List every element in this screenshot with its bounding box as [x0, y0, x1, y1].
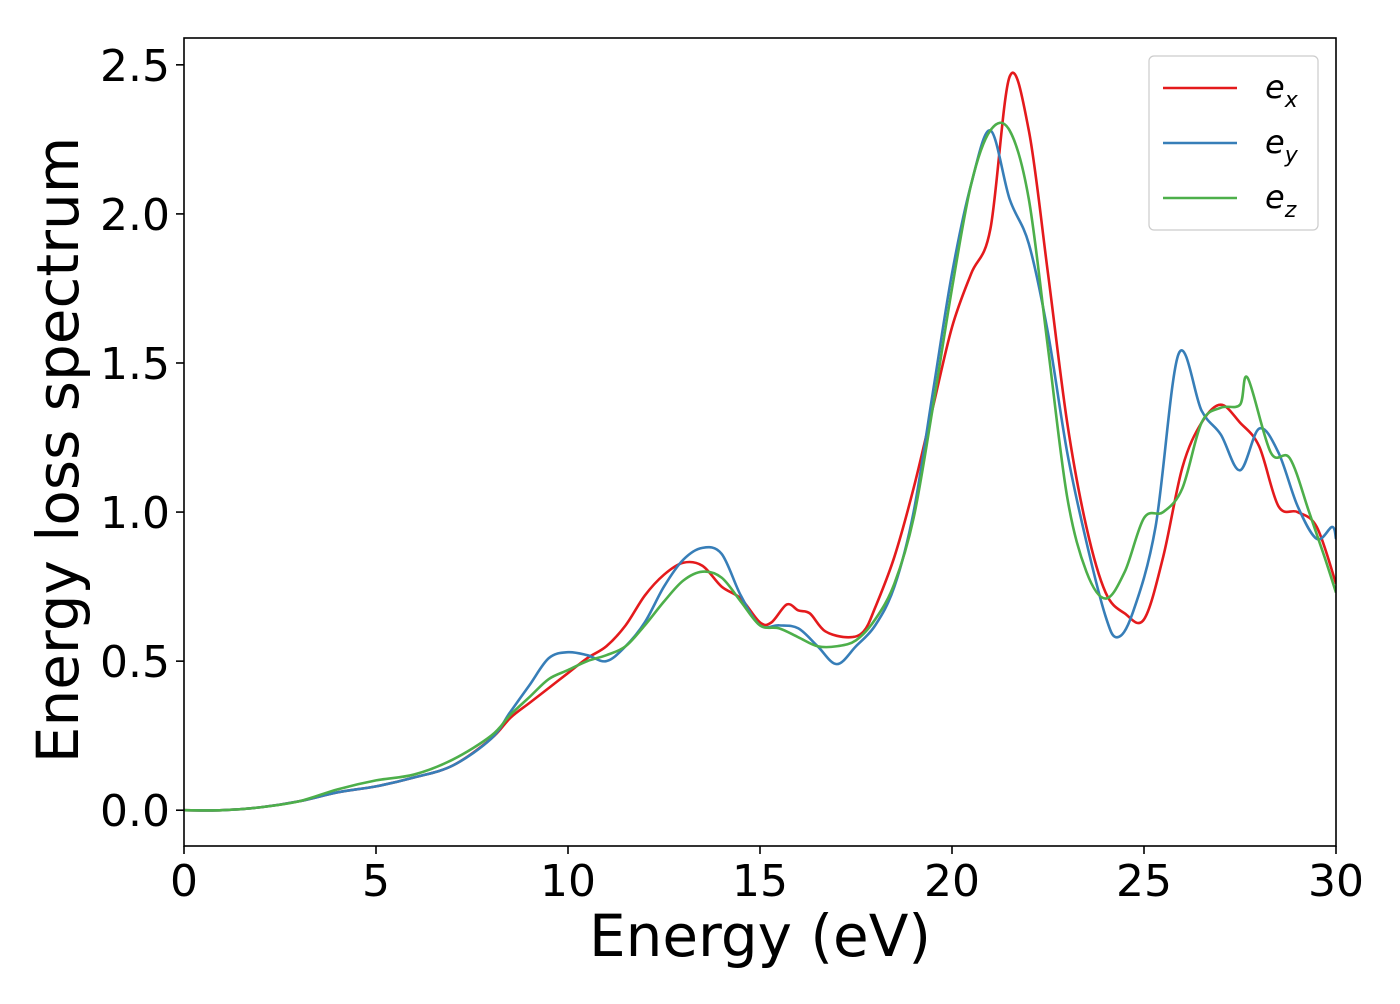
x-tick-label: 0	[170, 856, 198, 907]
x-tick-labels: 0 5 10 15 20 25 30	[170, 856, 1364, 907]
x-tick-label: 25	[1116, 856, 1172, 907]
series-lines	[184, 71, 1336, 812]
y-tick-label: 2.5	[100, 41, 170, 92]
x-tick-label: 30	[1308, 856, 1364, 907]
x-axis-label: Energy (eV)	[589, 902, 931, 970]
series-line-e-x	[184, 71, 1336, 812]
x-tick-label: 5	[362, 856, 390, 907]
y-tick-label: 0.0	[100, 786, 170, 837]
legend-item-e-y: ey	[1163, 123, 1299, 168]
x-tick-label: 15	[732, 856, 788, 907]
y-tick-label: 2.0	[100, 190, 170, 241]
y-tick-label: 1.5	[100, 339, 170, 390]
y-tick-label: 1.0	[100, 488, 170, 539]
y-tick-labels: 0.0 0.5 1.0 1.5 2.0 2.5	[100, 41, 170, 837]
series-line-e-y	[184, 129, 1336, 812]
x-tick-label: 10	[540, 856, 596, 907]
y-tick-label: 0.5	[100, 637, 170, 688]
legend-label-subscript: x	[1284, 88, 1299, 113]
y-axis-label: Energy loss spectrum	[24, 137, 92, 763]
legend-label-subscript: z	[1284, 198, 1297, 223]
series-line-e-z	[184, 121, 1336, 812]
legend-label-subscript: y	[1284, 143, 1299, 168]
axis-ticks	[176, 64, 1337, 854]
x-tick-label: 20	[924, 856, 980, 907]
